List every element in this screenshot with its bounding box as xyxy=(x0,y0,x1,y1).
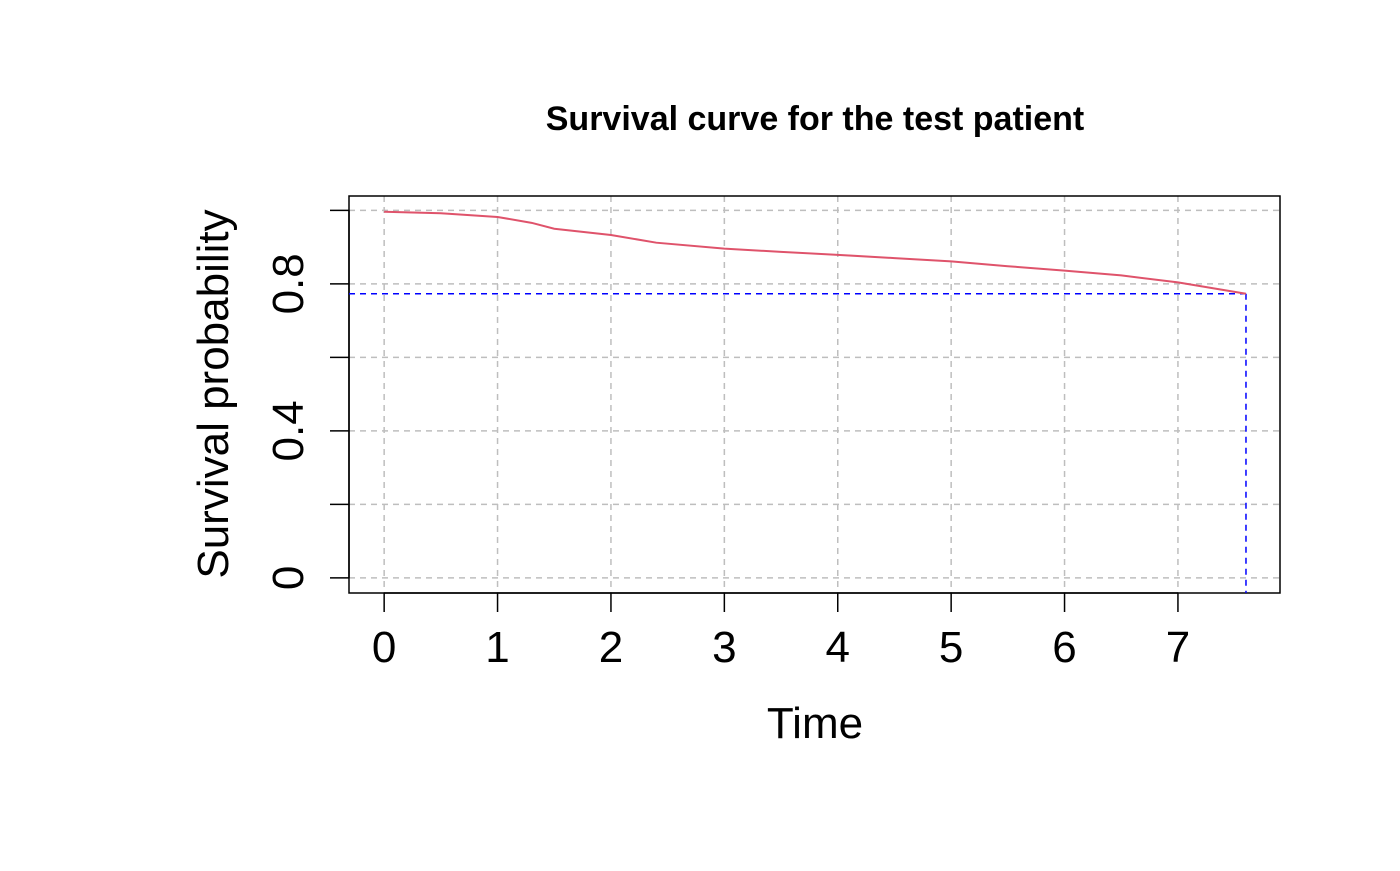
x-tick-label: 5 xyxy=(939,623,963,672)
x-tick-label: 2 xyxy=(599,623,623,672)
y-tick-label: 0.8 xyxy=(264,253,313,314)
x-axis-title: Time xyxy=(767,699,863,748)
y-tick-label: 0 xyxy=(264,566,313,590)
x-tick-label: 7 xyxy=(1166,623,1190,672)
x-tick-label: 6 xyxy=(1052,623,1076,672)
x-tick-label: 0 xyxy=(372,623,396,672)
x-tick-label: 1 xyxy=(485,623,509,672)
x-tick-label: 3 xyxy=(712,623,736,672)
plot-box xyxy=(348,195,1281,594)
x-tick-label: 4 xyxy=(826,623,850,672)
y-axis-title: Survival probability xyxy=(189,209,238,578)
chart-title: Survival curve for the test patient xyxy=(546,100,1085,138)
y-tick-label: 0.4 xyxy=(264,400,313,461)
survival-line xyxy=(384,210,1247,295)
